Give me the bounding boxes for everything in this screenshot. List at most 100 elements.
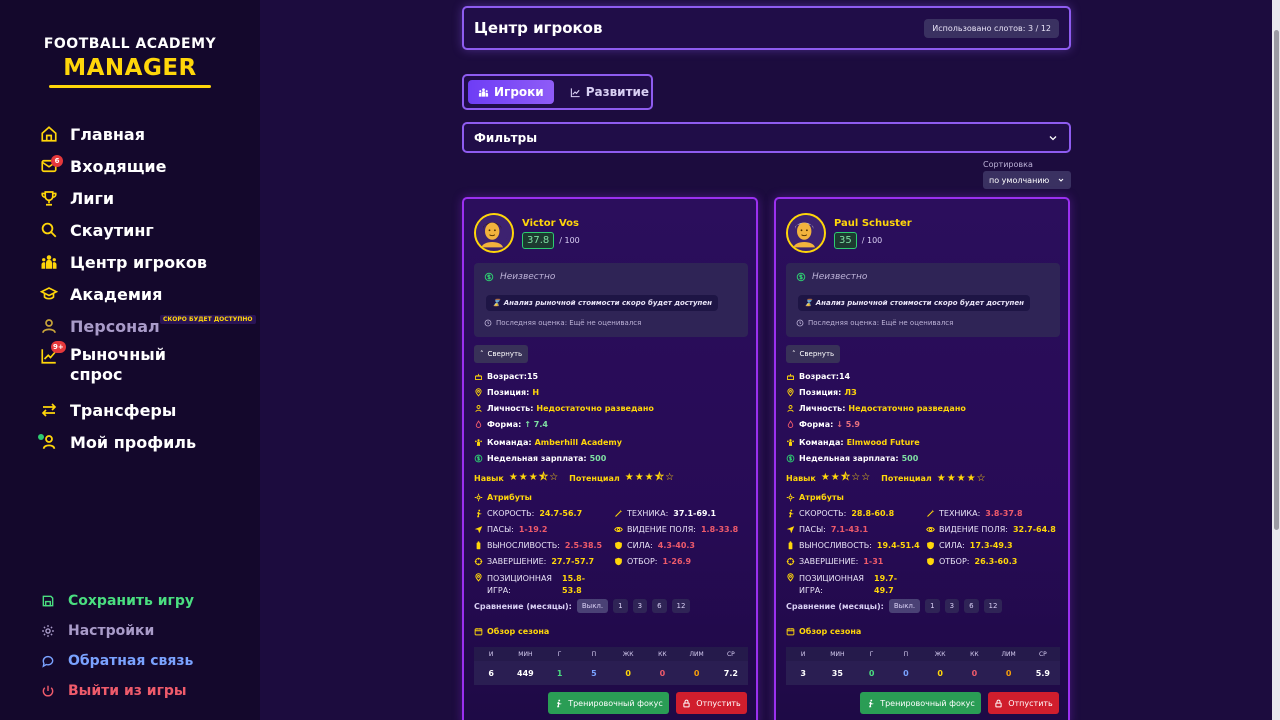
- nav-item-transfers[interactable]: Трансферы: [38, 394, 248, 426]
- compare-option[interactable]: 12: [671, 599, 691, 613]
- table-cell: 0: [868, 668, 875, 678]
- market-value-panel: Неизвестно ⌛ Анализ рыночной стоимости ск…: [474, 263, 748, 337]
- page-scrollbar[interactable]: [1272, 0, 1280, 720]
- table-cell: 0: [903, 668, 909, 678]
- chevron-up-icon: ˄: [792, 350, 796, 358]
- skill-potential-row: Навык ★★⯪☆☆ Потенциал ★★★★☆: [786, 470, 997, 487]
- attr-value: 4.3-40.3: [657, 541, 695, 550]
- exit-game-button[interactable]: Выйти из игры: [38, 676, 194, 706]
- rating-max: / 100: [559, 236, 580, 245]
- wand-icon: [615, 509, 623, 517]
- tab-development[interactable]: Развитие: [560, 80, 659, 104]
- attr-value: 27.7-57.7: [551, 557, 595, 566]
- compare-option[interactable]: Выкл.: [576, 599, 609, 613]
- compare-option[interactable]: 1: [613, 599, 628, 613]
- attr-tackling: ОТБОР: 26.3-60.3: [926, 557, 1017, 566]
- shield-icon: [927, 541, 934, 550]
- nav-item-leagues[interactable]: Лиги: [38, 182, 248, 214]
- release-button[interactable]: Отпустить: [988, 692, 1059, 714]
- collapse-button[interactable]: ˄ Свернуть: [474, 345, 529, 363]
- info-position: Позиция: ЛЗ: [786, 388, 857, 397]
- eye-icon: [926, 527, 935, 532]
- nav-label: Мой профиль: [70, 432, 197, 452]
- info-form: Форма: ↓ 5.9: [786, 420, 860, 429]
- logo-underline: [49, 85, 211, 88]
- compare-option[interactable]: Выкл.: [888, 599, 921, 613]
- training-focus-button[interactable]: Тренировочный фокус: [860, 692, 981, 714]
- filters-toggle[interactable]: Фильтры: [462, 122, 1071, 153]
- info-label: Личность:: [487, 404, 534, 413]
- info-wage: Недельная зарплата: 500: [786, 454, 918, 463]
- running-icon: [789, 509, 794, 518]
- trophy-icon: [38, 187, 60, 209]
- attributes-title: Атрибуты: [786, 493, 844, 502]
- attr-vision: ВИДЕНИЕ ПОЛЯ: 1.8-33.8: [614, 525, 738, 534]
- training-focus-button[interactable]: Тренировочный фокус: [548, 692, 669, 714]
- compare-option[interactable]: 6: [652, 599, 667, 613]
- release-button[interactable]: Отпустить: [676, 692, 747, 714]
- sort-select[interactable]: по умолчанию: [983, 171, 1071, 189]
- attr-name: СКОРОСТЬ:: [487, 509, 535, 518]
- season-title-text: Обзор сезона: [799, 627, 862, 636]
- info-age: Возраст: 14: [786, 372, 850, 381]
- player-name[interactable]: Victor Vos: [522, 218, 579, 229]
- power-icon: [38, 684, 58, 698]
- info-label: Позиция:: [487, 388, 530, 397]
- compare-option[interactable]: 1: [925, 599, 940, 613]
- attr-name: ПОЗИЦИОННАЯ ИГРА:: [799, 574, 864, 595]
- table-row: 6 449 1 5 0 0 0 7.2: [474, 661, 748, 685]
- compare-option[interactable]: 6: [964, 599, 979, 613]
- nav-item-academy[interactable]: Академия: [38, 278, 248, 310]
- nav-item-market-demand[interactable]: 9+ Рыночный спрос: [38, 341, 248, 394]
- attr-value: 1.8-33.8: [700, 525, 739, 534]
- table-header-row: И МИН Г П ЖК КК ЛИМ СР: [474, 647, 748, 661]
- battery-icon: [788, 541, 793, 550]
- market-status: Неизвестно: [484, 272, 555, 282]
- table-header: ЖК: [622, 650, 634, 658]
- season-title: Обзор сезона: [786, 627, 861, 636]
- compare-option[interactable]: 12: [983, 599, 1003, 613]
- users-icon: [478, 87, 489, 97]
- attr-name: ТЕХНИКА:: [939, 509, 981, 518]
- collapse-button[interactable]: ˄ Свернуть: [786, 345, 841, 363]
- nav-item-scouting[interactable]: Скаутинг: [38, 214, 248, 246]
- last-eval-text: Последняя оценка: Ещё не оценивался: [808, 319, 954, 327]
- nav-item-home[interactable]: Главная: [38, 118, 248, 150]
- table-cell: 3: [800, 668, 806, 678]
- nav-label: Лиги: [70, 188, 115, 208]
- gear-icon: [38, 624, 58, 638]
- attr-name: ПАСЫ:: [799, 525, 826, 534]
- calendar-icon: [474, 628, 483, 636]
- attr-value: 19.7-49.7: [874, 574, 898, 595]
- compare-option[interactable]: 3: [944, 599, 960, 613]
- tab-players[interactable]: Игроки: [468, 80, 554, 104]
- chart-icon: [570, 87, 580, 97]
- crosshair-icon: [474, 557, 483, 566]
- scrollbar-thumb[interactable]: [1274, 30, 1279, 530]
- settings-button[interactable]: Настройки: [38, 616, 194, 646]
- attr-value: 32.7-64.8: [1012, 525, 1056, 534]
- info-value: Elmwood Future: [846, 438, 920, 447]
- feedback-button[interactable]: Обратная связь: [38, 646, 194, 676]
- collapse-label: Свернуть: [799, 350, 835, 358]
- logo-line2: MANAGER: [63, 55, 197, 81]
- collapse-label: Свернуть: [487, 350, 523, 358]
- attr-name: ВИДЕНИЕ ПОЛЯ:: [627, 525, 696, 534]
- nav-item-profile[interactable]: Мой профиль: [38, 426, 248, 458]
- nav-item-player-center[interactable]: Центр игроков: [38, 246, 248, 278]
- table-header: ЛИМ: [689, 650, 704, 658]
- potential-stars: ★★★★☆: [936, 473, 987, 484]
- nav-item-inbox[interactable]: 6 Входящие: [38, 150, 248, 182]
- save-game-button[interactable]: Сохранить игру: [38, 586, 194, 616]
- nav-label: Рыночный спрос: [70, 345, 166, 384]
- info-label: Форма:: [487, 420, 522, 429]
- nav-item-staff[interactable]: Персонал СКОРО БУДЕТ ДОСТУПНО: [38, 310, 256, 342]
- attr-speed: СКОРОСТЬ: 24.7-56.7: [474, 509, 582, 518]
- market-badge: 9+: [51, 341, 66, 353]
- cake-icon: [475, 373, 482, 380]
- attr-finishing: ЗАВЕРШЕНИЕ: 27.7-57.7: [474, 557, 594, 566]
- compare-option[interactable]: 3: [632, 599, 648, 613]
- map-pin-icon: [787, 388, 794, 397]
- attr-value: 7.1-43.1: [830, 525, 869, 534]
- player-name[interactable]: Paul Schuster: [834, 218, 912, 229]
